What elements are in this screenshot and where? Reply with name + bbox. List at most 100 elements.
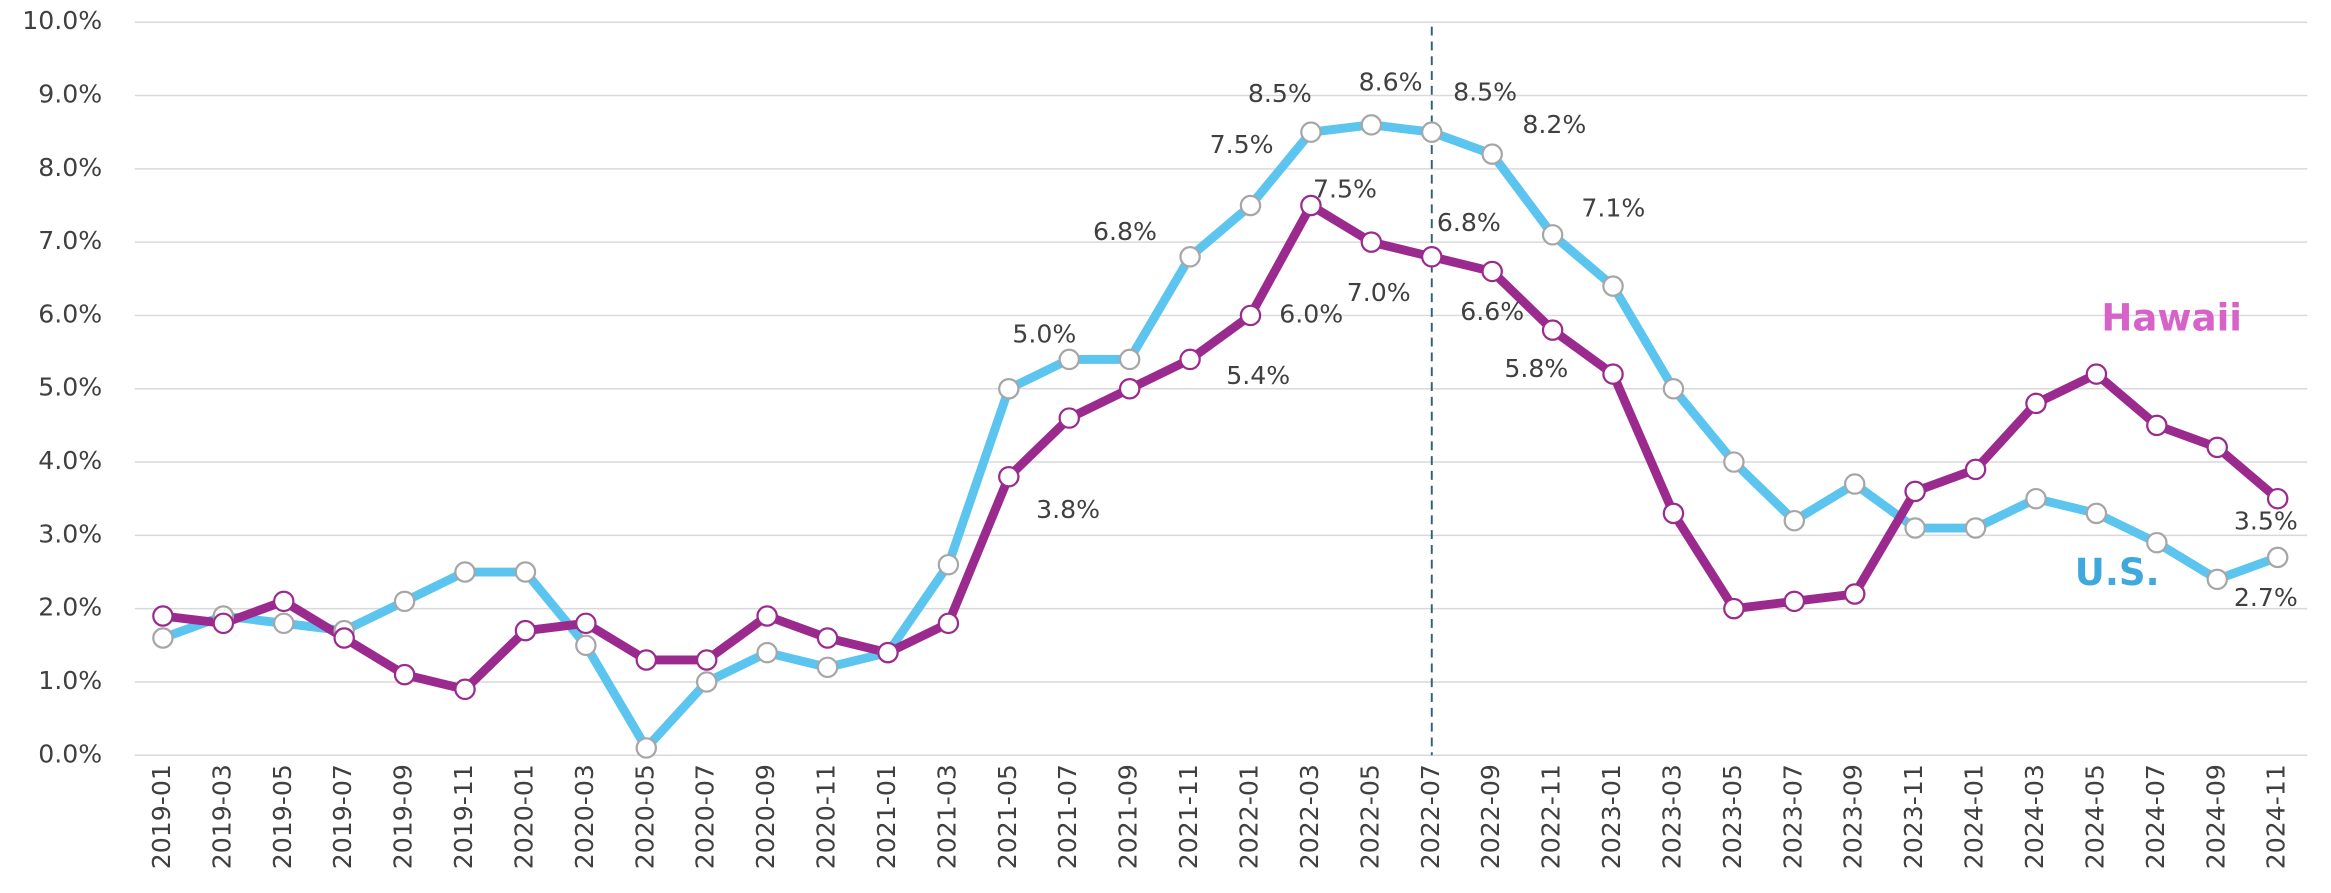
series-line bbox=[161, 120, 2280, 753]
x-tick-label: 2024-05 bbox=[2080, 764, 2109, 869]
data-point bbox=[1783, 509, 1806, 532]
data-point bbox=[1239, 194, 1262, 217]
data-point bbox=[2146, 414, 2168, 437]
x-tick-label: 2022-01 bbox=[1235, 764, 1264, 869]
x-tick-label: 2020-07 bbox=[691, 764, 720, 869]
x-tick-label: 2023-01 bbox=[1597, 764, 1626, 869]
data-label: 6.0% bbox=[1279, 299, 1343, 328]
x-tick-label: 2023-07 bbox=[1778, 764, 1807, 869]
x-tick-label: 2019-05 bbox=[268, 764, 297, 869]
data-point bbox=[937, 612, 960, 635]
x-tick-label: 2022-09 bbox=[1476, 764, 1505, 869]
x-tick-label: 2020-01 bbox=[509, 764, 538, 869]
data-point bbox=[1541, 319, 1564, 341]
data-label: 3.8% bbox=[1036, 495, 1100, 524]
data-point bbox=[1964, 517, 1987, 539]
data-label: 5.4% bbox=[1226, 361, 1290, 390]
x-tick-label: 2020-09 bbox=[751, 764, 780, 869]
x-tick-label: 2021-03 bbox=[932, 764, 961, 869]
data-point bbox=[2206, 436, 2228, 459]
data-point bbox=[1481, 260, 1503, 283]
x-tick-label: 2019-11 bbox=[449, 764, 478, 869]
x-tick-label: 2019-01 bbox=[147, 764, 176, 869]
data-point bbox=[212, 612, 235, 635]
data-label: 5.8% bbox=[1504, 354, 1568, 383]
x-tick-label: 2021-05 bbox=[993, 764, 1022, 869]
data-label: 7.1% bbox=[1581, 194, 1645, 223]
data-point bbox=[756, 605, 778, 627]
y-tick-label: 8.0% bbox=[38, 153, 102, 182]
data-label: 8.6% bbox=[1359, 67, 1423, 96]
data-label: 7.5% bbox=[1313, 175, 1377, 204]
data-label: 8.5% bbox=[1453, 78, 1517, 107]
data-point bbox=[695, 671, 718, 693]
x-tick-label: 2022-07 bbox=[1416, 764, 1445, 869]
data-label: 7.0% bbox=[1347, 278, 1411, 307]
data-point bbox=[273, 612, 295, 635]
y-tick-label: 3.0% bbox=[38, 519, 102, 548]
data-label: 8.5% bbox=[1248, 79, 1312, 108]
x-tick-label: 2023-11 bbox=[1899, 764, 1928, 869]
data-point bbox=[2085, 363, 2108, 385]
x-tick-label: 2021-01 bbox=[872, 764, 901, 869]
data-point bbox=[152, 627, 174, 649]
x-tick-label: 2021-11 bbox=[1174, 764, 1203, 869]
data-point bbox=[1662, 502, 1685, 525]
x-tick-label: 2019-07 bbox=[328, 764, 357, 869]
x-tick-label: 2021-09 bbox=[1114, 764, 1143, 869]
data-point bbox=[1602, 363, 1624, 385]
data-point bbox=[393, 590, 416, 613]
data-point bbox=[1421, 246, 1443, 268]
x-tick-label: 2024-09 bbox=[2201, 764, 2230, 869]
data-point bbox=[1904, 480, 1926, 503]
y-tick-label: 5.0% bbox=[38, 373, 102, 402]
data-point bbox=[2085, 502, 2108, 525]
series-name: U.S. bbox=[2075, 551, 2160, 594]
data-point bbox=[2266, 546, 2289, 569]
y-tick-label: 7.0% bbox=[38, 226, 102, 255]
y-tick-label: 0.0% bbox=[38, 739, 102, 768]
data-label: 5.0% bbox=[1012, 319, 1076, 348]
data-point bbox=[2146, 531, 2168, 554]
data-point bbox=[1904, 517, 1926, 539]
x-tick-label: 2022-03 bbox=[1295, 764, 1324, 869]
data-point bbox=[1300, 194, 1322, 217]
data-point bbox=[695, 649, 718, 671]
data-point bbox=[273, 590, 295, 613]
data-point bbox=[1843, 473, 1866, 495]
data-point bbox=[393, 663, 416, 686]
data-point bbox=[1360, 231, 1383, 253]
data-label: 8.2% bbox=[1522, 110, 1586, 139]
data-point bbox=[1783, 590, 1806, 613]
data-point bbox=[1723, 451, 1745, 473]
y-tick-label: 4.0% bbox=[38, 446, 102, 475]
data-label: 7.5% bbox=[1210, 130, 1274, 159]
data-point bbox=[1662, 378, 1685, 400]
series-line bbox=[162, 201, 2281, 694]
data-point bbox=[1118, 348, 1141, 371]
x-tick-label: 2022-11 bbox=[1537, 764, 1566, 869]
data-point bbox=[152, 605, 174, 627]
data-point bbox=[635, 649, 658, 671]
y-tick-label: 10.0% bbox=[22, 6, 102, 35]
data-point bbox=[2025, 392, 2047, 415]
data-label: 3.5% bbox=[2234, 506, 2298, 535]
x-tick-label: 2024-07 bbox=[2141, 764, 2170, 869]
data-point bbox=[1360, 114, 1383, 136]
data-point bbox=[937, 553, 960, 576]
data-point bbox=[2266, 487, 2289, 510]
series-name: Hawaii bbox=[2101, 296, 2242, 339]
data-point bbox=[514, 561, 537, 583]
data-point bbox=[2025, 487, 2047, 510]
data-point bbox=[1541, 224, 1564, 246]
x-tick-label: 2023-05 bbox=[1718, 764, 1747, 869]
x-tick-label: 2024-11 bbox=[2262, 764, 2291, 869]
data-point bbox=[514, 619, 537, 642]
data-point bbox=[998, 378, 1020, 400]
data-point bbox=[816, 627, 839, 649]
data-point bbox=[1723, 597, 1745, 620]
data-label: 6.8% bbox=[1437, 208, 1501, 237]
y-tick-label: 2.0% bbox=[38, 593, 102, 622]
data-point bbox=[454, 678, 476, 701]
data-point bbox=[756, 641, 778, 664]
